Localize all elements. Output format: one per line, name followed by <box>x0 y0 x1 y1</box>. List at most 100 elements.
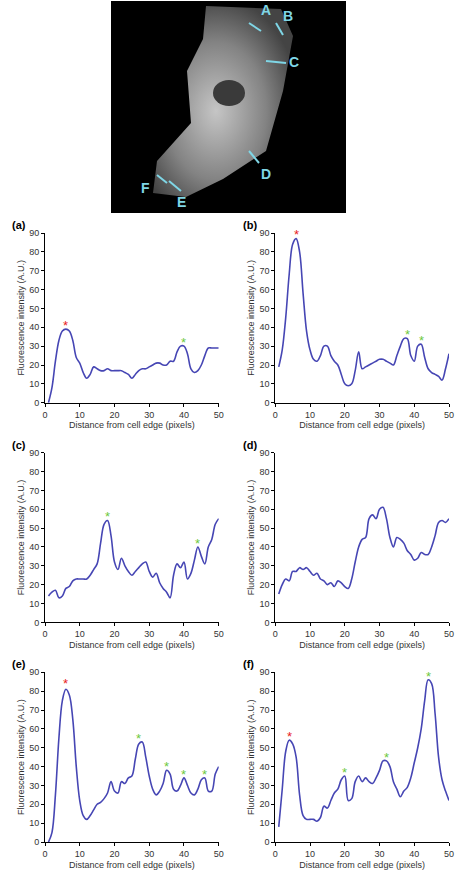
svg-text:Fluorescence intensity (A.U.): Fluorescence intensity (A.U.) <box>246 699 256 815</box>
svg-text:A: A <box>261 2 271 18</box>
svg-text:20: 20 <box>29 580 39 590</box>
svg-text:Distance from cell edge (pixel: Distance from cell edge (pixels) <box>299 640 425 650</box>
svg-text:10: 10 <box>305 629 315 639</box>
svg-text:*: * <box>63 676 68 691</box>
svg-text:40: 40 <box>259 542 269 552</box>
svg-text:30: 30 <box>259 781 269 791</box>
svg-text:90: 90 <box>29 448 39 458</box>
svg-text:60: 60 <box>29 285 39 295</box>
svg-text:30: 30 <box>375 849 385 859</box>
svg-text:50: 50 <box>259 523 269 533</box>
svg-text:10: 10 <box>259 379 269 389</box>
svg-text:*: * <box>164 759 169 774</box>
svg-text:10: 10 <box>305 849 315 859</box>
svg-text:B: B <box>283 8 293 24</box>
svg-text:50: 50 <box>29 523 39 533</box>
svg-text:60: 60 <box>259 504 269 514</box>
svg-text:50: 50 <box>259 304 269 314</box>
svg-text:20: 20 <box>109 410 119 420</box>
svg-text:40: 40 <box>179 849 189 859</box>
svg-text:80: 80 <box>29 467 39 477</box>
svg-text:30: 30 <box>144 410 154 420</box>
svg-text:0: 0 <box>34 398 39 408</box>
svg-text:10: 10 <box>305 410 315 420</box>
svg-text:30: 30 <box>144 849 154 859</box>
svg-text:10: 10 <box>259 599 269 609</box>
svg-text:(e): (e) <box>12 658 26 670</box>
svg-text:30: 30 <box>29 781 39 791</box>
svg-text:60: 60 <box>259 285 269 295</box>
svg-text:40: 40 <box>409 629 419 639</box>
svg-text:10: 10 <box>29 379 39 389</box>
svg-text:90: 90 <box>29 667 39 677</box>
svg-text:(f): (f) <box>243 658 254 670</box>
svg-text:50: 50 <box>214 410 224 420</box>
svg-text:Distance from cell edge (pixel: Distance from cell edge (pixels) <box>299 420 425 430</box>
svg-text:*: * <box>342 765 347 780</box>
svg-text:*: * <box>63 318 68 333</box>
svg-text:40: 40 <box>259 322 269 332</box>
svg-text:20: 20 <box>259 799 269 809</box>
svg-text:10: 10 <box>29 818 39 828</box>
svg-text:0: 0 <box>273 849 278 859</box>
svg-text:(a): (a) <box>12 219 26 231</box>
svg-text:50: 50 <box>29 304 39 314</box>
svg-text:*: * <box>136 731 141 746</box>
svg-text:*: * <box>419 333 424 348</box>
svg-text:90: 90 <box>259 228 269 238</box>
svg-text:0: 0 <box>42 629 47 639</box>
svg-text:80: 80 <box>259 686 269 696</box>
svg-text:*: * <box>181 335 186 350</box>
svg-text:80: 80 <box>29 686 39 696</box>
svg-text:*: * <box>195 536 200 551</box>
svg-text:70: 70 <box>29 486 39 496</box>
svg-text:50: 50 <box>444 629 454 639</box>
svg-text:(d): (d) <box>243 439 257 451</box>
svg-text:0: 0 <box>34 837 39 847</box>
svg-text:50: 50 <box>214 629 224 639</box>
svg-text:80: 80 <box>259 467 269 477</box>
svg-text:30: 30 <box>259 341 269 351</box>
svg-text:10: 10 <box>29 599 39 609</box>
svg-text:50: 50 <box>29 743 39 753</box>
svg-text:40: 40 <box>29 762 39 772</box>
svg-text:10: 10 <box>259 818 269 828</box>
svg-text:50: 50 <box>259 743 269 753</box>
svg-text:20: 20 <box>109 849 119 859</box>
svg-text:0: 0 <box>264 837 269 847</box>
svg-text:10: 10 <box>75 629 85 639</box>
svg-text:50: 50 <box>444 849 454 859</box>
svg-text:Distance from cell edge (pixel: Distance from cell edge (pixels) <box>69 420 195 430</box>
svg-text:60: 60 <box>259 724 269 734</box>
svg-text:70: 70 <box>259 266 269 276</box>
svg-text:Distance from cell edge (pixel: Distance from cell edge (pixels) <box>69 860 195 870</box>
svg-text:0: 0 <box>273 629 278 639</box>
svg-text:70: 70 <box>29 266 39 276</box>
svg-text:*: * <box>405 327 410 342</box>
svg-text:*: * <box>202 767 207 782</box>
svg-text:70: 70 <box>259 486 269 496</box>
svg-text:40: 40 <box>409 849 419 859</box>
svg-text:20: 20 <box>340 629 350 639</box>
svg-text:0: 0 <box>42 410 47 420</box>
svg-text:*: * <box>294 227 299 242</box>
svg-text:90: 90 <box>259 448 269 458</box>
svg-text:20: 20 <box>340 410 350 420</box>
svg-text:C: C <box>289 54 299 70</box>
svg-text:30: 30 <box>375 410 385 420</box>
svg-text:(c): (c) <box>12 439 26 451</box>
svg-text:*: * <box>181 767 186 782</box>
svg-text:40: 40 <box>179 410 189 420</box>
svg-text:50: 50 <box>444 410 454 420</box>
svg-text:80: 80 <box>259 247 269 257</box>
svg-text:30: 30 <box>29 561 39 571</box>
svg-text:60: 60 <box>29 724 39 734</box>
svg-text:E: E <box>177 194 186 210</box>
svg-text:*: * <box>105 509 110 524</box>
svg-text:20: 20 <box>109 629 119 639</box>
svg-text:50: 50 <box>214 849 224 859</box>
svg-text:60: 60 <box>29 504 39 514</box>
svg-text:40: 40 <box>409 410 419 420</box>
svg-text:90: 90 <box>29 228 39 238</box>
svg-text:40: 40 <box>259 762 269 772</box>
